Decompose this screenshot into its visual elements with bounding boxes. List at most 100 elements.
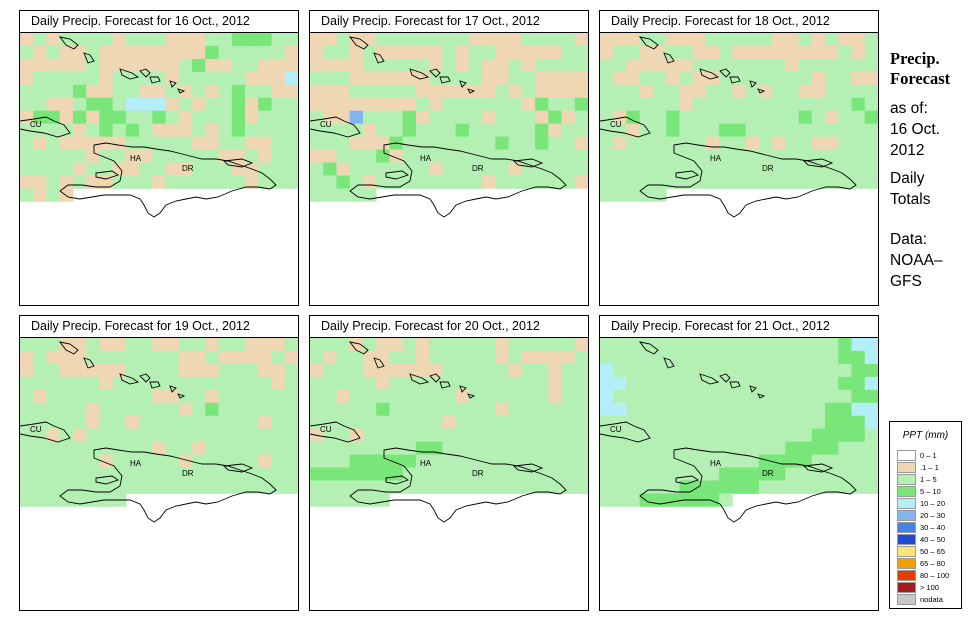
precip-cell bbox=[336, 149, 351, 163]
precip-cell bbox=[205, 415, 219, 430]
precip-cell bbox=[495, 350, 509, 365]
precip-cell bbox=[99, 415, 114, 430]
precip-cell bbox=[46, 162, 61, 176]
precip-cell bbox=[495, 402, 509, 417]
precip-cell bbox=[192, 350, 206, 365]
precip-cell bbox=[626, 480, 641, 494]
precip-cell bbox=[679, 84, 694, 99]
precip-cell bbox=[72, 363, 87, 378]
precip-cell bbox=[838, 454, 852, 468]
precip-cell bbox=[376, 415, 390, 430]
precip-cell bbox=[626, 188, 641, 202]
precip-cell bbox=[415, 175, 430, 189]
precip-cell bbox=[548, 84, 562, 99]
precip-cell bbox=[495, 110, 509, 125]
precip-cell bbox=[574, 467, 588, 481]
precip-cell bbox=[692, 415, 707, 430]
precip-cell bbox=[495, 338, 509, 352]
precip-cell bbox=[139, 58, 153, 73]
precip-cell bbox=[402, 71, 417, 86]
precip-cell bbox=[613, 350, 627, 365]
precip-cell bbox=[205, 58, 219, 73]
precip-cell bbox=[442, 467, 457, 481]
precip-cell bbox=[362, 467, 377, 481]
precip-cell bbox=[705, 110, 720, 125]
precip-cell bbox=[692, 467, 707, 481]
precip-cell bbox=[600, 175, 614, 189]
precip-cell bbox=[20, 136, 34, 150]
precip-cell bbox=[112, 149, 127, 163]
precip-cell bbox=[851, 389, 866, 404]
precip-cell bbox=[508, 389, 523, 404]
precip-cell bbox=[785, 162, 799, 176]
precip-cell bbox=[442, 415, 457, 430]
precip-cell bbox=[86, 175, 100, 189]
precip-cell bbox=[455, 350, 470, 365]
precip-cell bbox=[178, 162, 193, 176]
legend-swatch bbox=[897, 594, 916, 605]
precip-cell bbox=[99, 363, 114, 378]
precip-cell bbox=[125, 338, 140, 352]
precip-cell bbox=[732, 175, 747, 189]
precip-cell bbox=[613, 376, 627, 391]
precip-cell bbox=[192, 58, 206, 73]
precip-cell bbox=[310, 338, 324, 352]
precip-cell bbox=[613, 389, 627, 404]
precip-cell bbox=[745, 350, 760, 365]
precip-cell bbox=[495, 33, 509, 47]
coastline bbox=[95, 475, 120, 485]
precip-cell bbox=[20, 188, 34, 202]
legend-swatch bbox=[897, 510, 916, 521]
precip-cell bbox=[495, 175, 509, 189]
sidebar-title-line1: Precip. bbox=[890, 49, 940, 68]
precip-cell bbox=[152, 402, 167, 417]
precip-cell bbox=[323, 58, 337, 73]
precip-cell bbox=[561, 58, 576, 73]
precip-cell bbox=[811, 123, 826, 138]
precip-cell bbox=[86, 467, 100, 481]
precip-cell bbox=[626, 338, 641, 352]
precip-cell bbox=[46, 84, 61, 99]
precip-cell bbox=[376, 350, 390, 365]
precip-cell bbox=[46, 123, 61, 138]
precip-cell bbox=[679, 467, 694, 481]
precip-cell bbox=[864, 454, 878, 468]
precip-cell bbox=[402, 33, 417, 47]
precip-cell bbox=[59, 428, 74, 443]
precip-cell bbox=[785, 350, 799, 365]
precip-cell bbox=[258, 428, 272, 443]
coastline bbox=[639, 142, 857, 218]
precip-cell bbox=[245, 33, 259, 47]
panel-title: Daily Precip. Forecast for 20 Oct., 2012 bbox=[310, 316, 588, 338]
precip-cell bbox=[362, 389, 377, 404]
precip-cell bbox=[838, 480, 852, 494]
precip-cell bbox=[482, 123, 496, 138]
precip-cell bbox=[402, 45, 417, 60]
precip-cell bbox=[508, 402, 523, 417]
precip-cell bbox=[600, 97, 614, 112]
precip-cell bbox=[415, 441, 430, 455]
precip-cell bbox=[772, 84, 786, 99]
precip-cell bbox=[811, 149, 826, 163]
precip-cell bbox=[376, 110, 390, 125]
precip-cell bbox=[758, 376, 773, 391]
coastline bbox=[600, 116, 651, 138]
precip-cell bbox=[376, 338, 390, 352]
precip-cell bbox=[639, 123, 654, 138]
country-label-dominican_republic: DR bbox=[472, 164, 484, 173]
precip-cell bbox=[798, 480, 813, 494]
precip-cell bbox=[33, 97, 47, 112]
forecast-panel-oct18: Daily Precip. Forecast for 18 Oct., 2012… bbox=[599, 10, 879, 306]
precip-cell bbox=[415, 58, 430, 73]
precip-cell bbox=[548, 149, 562, 163]
precip-cell bbox=[652, 149, 667, 163]
precip-cell bbox=[495, 415, 509, 430]
country-label-haiti: HA bbox=[710, 459, 722, 468]
precip-cell bbox=[785, 84, 799, 99]
precip-cell bbox=[521, 389, 536, 404]
precip-cell bbox=[574, 33, 588, 47]
precip-cell bbox=[851, 136, 866, 150]
precip-cell bbox=[521, 33, 536, 47]
precip-cell bbox=[838, 428, 852, 443]
precip-cell bbox=[652, 338, 667, 352]
